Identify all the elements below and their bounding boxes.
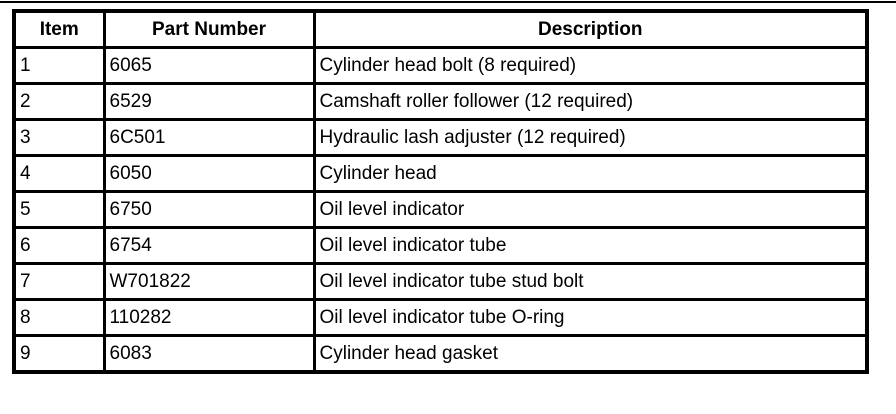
table-row: 5 6750 Oil level indicator (12, 190, 869, 229)
description-cell: Oil level indicator tube O-ring (312, 298, 869, 337)
top-rule (0, 1, 896, 3)
item-cell: 7 (12, 262, 106, 301)
part-number-cell: 6750 (102, 190, 316, 229)
description-cell: Oil level indicator (312, 190, 869, 229)
header-item: Item (12, 9, 106, 49)
part-number-cell: 6050 (102, 154, 316, 193)
item-cell: 8 (12, 298, 106, 337)
table-row: 6 6754 Oil level indicator tube (12, 226, 869, 265)
part-number-cell: 6C501 (102, 118, 316, 157)
part-number-cell: 6754 (102, 226, 316, 265)
description-cell: Hydraulic lash adjuster (12 required) (312, 118, 869, 157)
table-row: 8 110282 Oil level indicator tube O-ring (12, 298, 869, 337)
part-number-cell: 6083 (102, 334, 316, 374)
description-cell: Cylinder head gasket (312, 334, 869, 374)
parts-table: Item Part Number Description 1 6065 Cylind… (12, 9, 869, 374)
part-number-cell: 6065 (102, 46, 316, 85)
header-row: Item Part Number Description (12, 9, 869, 49)
table-row: 9 6083 Cylinder head gasket (12, 334, 869, 374)
part-number-cell: W701822 (102, 262, 316, 301)
item-cell: 1 (12, 46, 106, 85)
item-cell: 4 (12, 154, 106, 193)
item-cell: 2 (12, 82, 106, 121)
item-cell: 3 (12, 118, 106, 157)
table-row: 1 6065 Cylinder head bolt (8 required) (12, 46, 869, 85)
part-number-cell: 6529 (102, 82, 316, 121)
description-cell: Cylinder head bolt (8 required) (312, 46, 869, 85)
description-cell: Oil level indicator tube stud bolt (312, 262, 869, 301)
header-description: Description (312, 9, 869, 49)
table-row: 7 W701822 Oil level indicator tube stud bo… (12, 262, 869, 301)
description-cell: Camshaft roller follower (12 required) (312, 82, 869, 121)
description-cell: Cylinder head (312, 154, 869, 193)
item-cell: 5 (12, 190, 106, 229)
item-cell: 9 (12, 334, 106, 374)
table-row: 3 6C501 Hydraulic lash adjuster (12 requir… (12, 118, 869, 157)
item-cell: 6 (12, 226, 106, 265)
table-row: 2 6529 Camshaft roller follower (12 requir… (12, 82, 869, 121)
header-part-number: Part Number (102, 9, 316, 49)
description-cell: Oil level indicator tube (312, 226, 869, 265)
table-row: 4 6050 Cylinder head (12, 154, 869, 193)
part-number-cell: 110282 (102, 298, 316, 337)
